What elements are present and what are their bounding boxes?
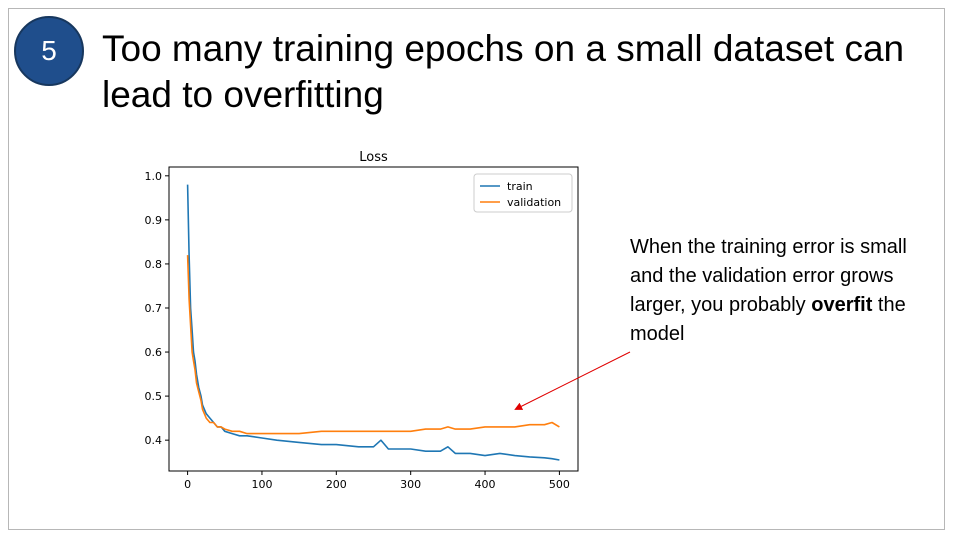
x-tick-label: 500: [549, 478, 570, 491]
note-bold-word: overfit: [811, 294, 873, 316]
plot-frame: [168, 166, 579, 472]
note-text-end: the model: [630, 294, 906, 345]
y-tick-label: 0.7: [145, 302, 163, 315]
x-tick-label: 200: [326, 478, 347, 491]
slide-number-badge: 5: [14, 16, 84, 86]
overfitting-note: When the training error is small and the…: [630, 233, 930, 349]
legend-label-train: train: [507, 180, 533, 193]
y-tick-label: 0.8: [145, 258, 163, 271]
note-text-start: When the training error is small and the…: [630, 236, 907, 316]
chart-title: Loss: [359, 150, 388, 165]
y-tick-label: 0.6: [145, 346, 163, 359]
annotation-arrow: [514, 351, 631, 410]
legend-label-validation: validation: [507, 196, 561, 209]
x-tick-label: 300: [400, 478, 421, 491]
x-tick-label: 100: [251, 478, 272, 491]
y-tick-label: 0.5: [145, 390, 163, 403]
x-tick-label: 400: [475, 478, 496, 491]
series-line-validation: [186, 255, 560, 435]
slide-number: 5: [41, 35, 57, 66]
x-tick-label: 0: [184, 478, 191, 491]
series-line-train: [186, 184, 560, 461]
slide-title: Too many training epochs on a small data…: [102, 28, 905, 115]
y-tick-label: 0.9: [145, 214, 163, 227]
slide-frame: [8, 8, 945, 530]
y-tick-label: 1.0: [145, 170, 163, 183]
y-tick-label: 0.4: [145, 434, 163, 447]
